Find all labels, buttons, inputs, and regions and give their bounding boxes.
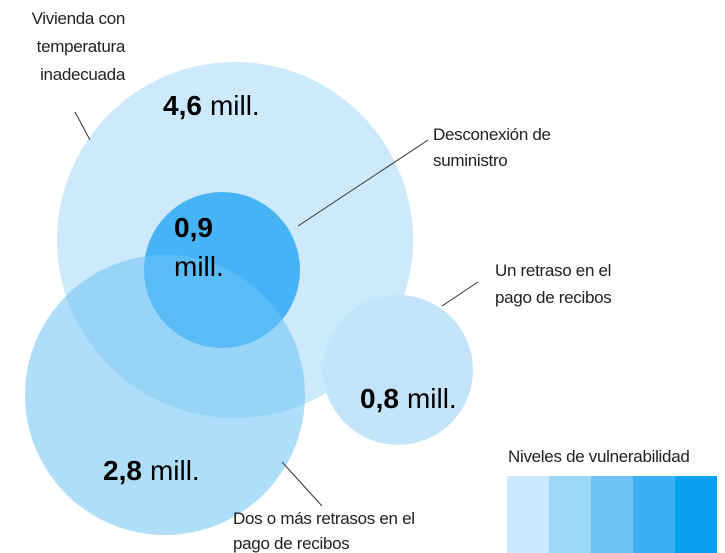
circle-un-retraso xyxy=(323,295,473,445)
legend-swatch xyxy=(633,476,675,553)
value-label: 4,6 mill. xyxy=(163,90,260,121)
unit: mill. xyxy=(407,383,457,414)
value: 4,6 xyxy=(163,90,202,121)
legend-swatch xyxy=(675,476,717,553)
leader-line xyxy=(281,461,323,507)
label: pago de recibos xyxy=(233,534,349,553)
unit: mill. xyxy=(174,251,224,282)
value: 2,8 xyxy=(103,455,142,486)
value: 0,9 xyxy=(174,212,213,243)
value: 0,8 xyxy=(360,383,399,414)
label: suministro xyxy=(433,151,507,170)
label: pago de recibos xyxy=(495,288,611,307)
leader-line xyxy=(74,111,91,141)
leader-line xyxy=(297,139,429,227)
legend-swatch xyxy=(507,476,549,553)
unit: mill. xyxy=(150,455,200,486)
legend-swatch xyxy=(549,476,591,553)
label: Dos o más retrasos en el xyxy=(233,509,415,528)
unit: mill. xyxy=(210,90,260,121)
label: Desconexión de xyxy=(433,125,551,144)
legend-swatch xyxy=(591,476,633,553)
value-label: 2,8 mill. xyxy=(103,455,200,486)
value-label: 0,8 mill. xyxy=(360,383,457,414)
label: inadecuada xyxy=(40,65,126,84)
legend-title: Niveles de vulnerabilidad xyxy=(508,447,690,466)
label: Vivienda con xyxy=(32,9,125,28)
leader-line xyxy=(441,281,479,307)
label: Un retraso en el xyxy=(495,261,611,280)
circle-dos-retrasos xyxy=(25,255,305,535)
label: temperatura xyxy=(37,37,126,56)
